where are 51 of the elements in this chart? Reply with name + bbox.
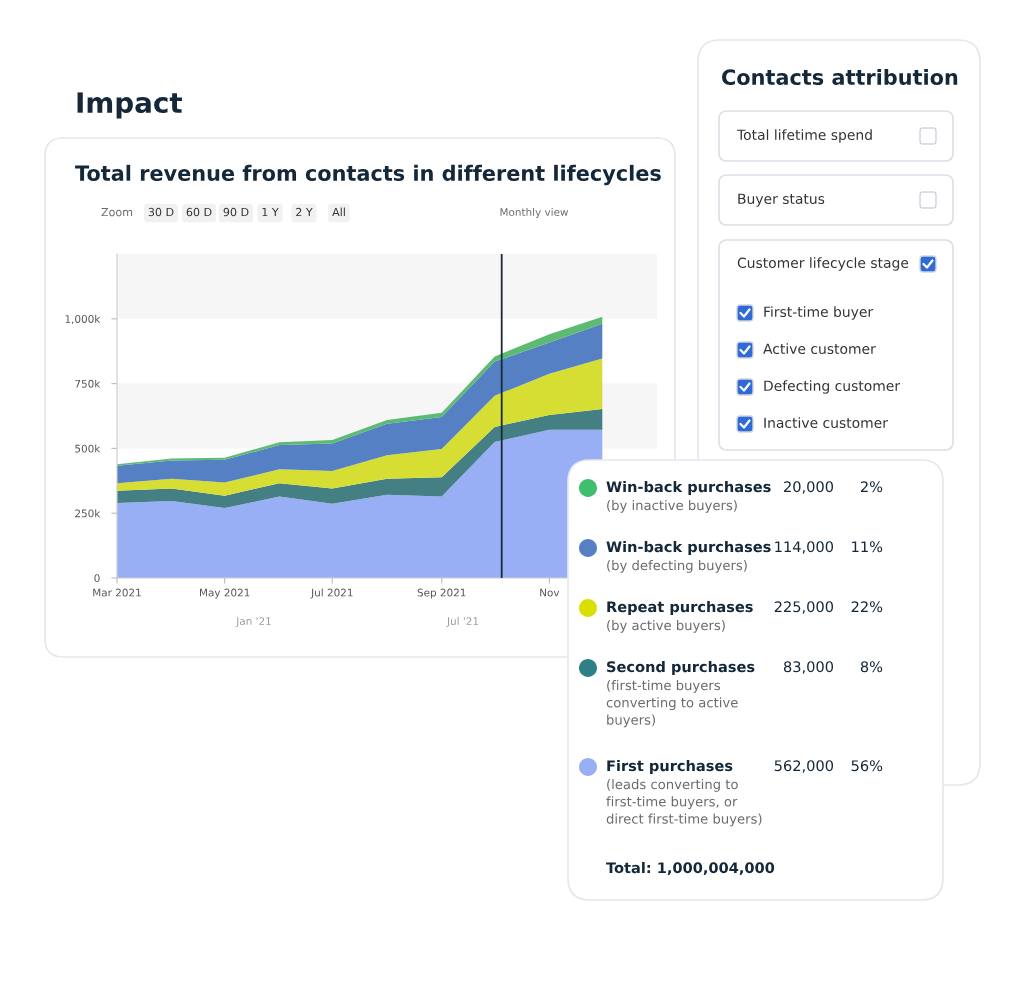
- text: (first-time buyers converting to active buyers): [606, 680, 738, 728]
- y-tick-label: 750k: [75, 379, 101, 388]
- category-label: Total lifetime spend: [736, 129, 872, 143]
- y-tick-label: 0: [94, 574, 100, 583]
- data-label: 562,000: [774, 760, 834, 773]
- text: All: [332, 207, 345, 217]
- text: Monthly view: [500, 207, 569, 219]
- x-tick-label: Nov: [540, 588, 560, 597]
- text: Impact: [77, 92, 183, 119]
- text: 2 Y: [296, 207, 313, 217]
- data-label: 83,000: [783, 661, 834, 674]
- data-label: 20,000: [784, 481, 834, 494]
- category-label: Inactive customer: [764, 417, 888, 429]
- category-label: Active customer: [763, 343, 876, 355]
- text: (by active buyers): [607, 620, 725, 633]
- text: Jan '21: [235, 617, 271, 627]
- category-label: Buyer status: [738, 193, 825, 207]
- text: 30 D: [148, 207, 174, 217]
- annotation: (by inactive buyers): [607, 500, 737, 513]
- x-tick-label: May 2021: [199, 588, 250, 599]
- text: Total: 1,000,004,000: [606, 861, 775, 876]
- text: 90 D: [223, 207, 249, 217]
- y-tick-label: 1,000k: [65, 314, 101, 324]
- data-label: 22%: [851, 601, 883, 613]
- category-label: Win-back purchases: [606, 540, 771, 556]
- data-label: 225,000: [774, 601, 834, 614]
- x-tick-label: Mar 2021: [93, 588, 141, 597]
- text: 1 Y: [262, 207, 279, 217]
- text: (leads converting to first-time buyers, or direct first-time buyers): [606, 779, 762, 827]
- category-label: First purchases: [607, 759, 733, 775]
- y-tick-label: 250k: [75, 509, 101, 518]
- text: 60 D: [186, 207, 212, 217]
- category-label: Defecting customer: [764, 380, 901, 394]
- data-label: 11%: [852, 541, 883, 553]
- category-label: Win-back purchases: [606, 480, 771, 496]
- text: Jul '21: [446, 616, 479, 627]
- data-label: 2%: [860, 481, 883, 493]
- category-label: Second purchases: [607, 660, 755, 676]
- category-label: Customer lifecycle stage: [737, 257, 909, 271]
- data-label: 8%: [860, 661, 883, 673]
- y-tick-label: 500k: [75, 444, 101, 453]
- x-tick-label: Jul 2021: [310, 588, 353, 599]
- text: Contacts attribution: [722, 68, 958, 86]
- category-label: Repeat purchases: [607, 600, 753, 616]
- x-tick-label: Sep 2021: [417, 588, 466, 599]
- annotation: (by defecting buyers): [607, 560, 747, 573]
- data-label: 114,000: [775, 541, 834, 554]
- text: Zoom: [101, 207, 133, 217]
- chart-title: Total revenue from contacts in different lifecycles: [75, 164, 661, 186]
- data-label: 56%: [851, 760, 883, 772]
- category-label: First-time buyer: [764, 306, 874, 320]
